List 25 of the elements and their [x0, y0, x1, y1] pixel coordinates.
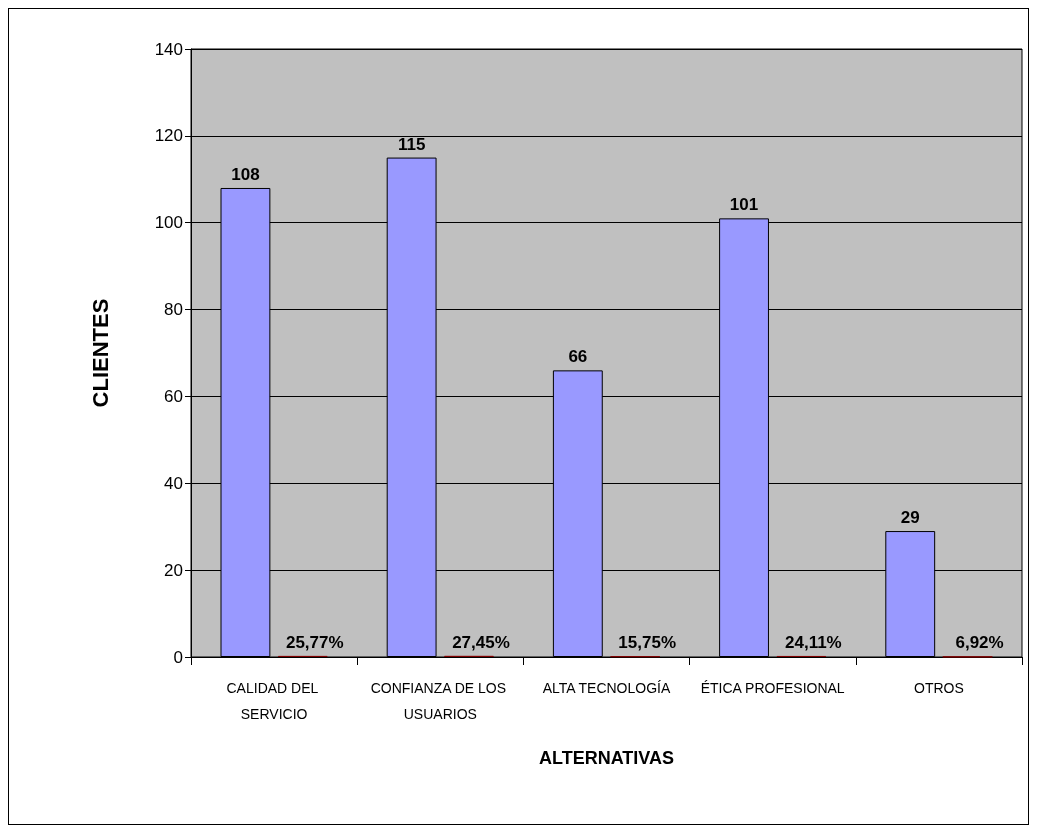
x-tick-label: ÉTICA PROFESIONAL: [700, 680, 845, 696]
data-label: 15,75%: [618, 633, 677, 653]
data-label: 27,45%: [452, 632, 510, 652]
y-tick-label: 20: [164, 560, 183, 580]
x-tick-label: CALIDAD DEL SERVICIO: [226, 680, 322, 722]
x-tick-label: ALTA TECNOLOGÍA: [542, 680, 671, 696]
data-label: 6,92%: [955, 633, 1004, 653]
y-tick-label: 0: [173, 647, 183, 667]
y-tick-label: 60: [164, 386, 183, 406]
y-tick-label: 40: [164, 473, 183, 493]
y-tick-label: 120: [154, 126, 183, 146]
data-label: 115: [397, 134, 426, 154]
x-tick-label: OTROS: [914, 680, 964, 696]
y-tick-label: 140: [154, 39, 183, 59]
x-axis-title: ALTERNATIVAS: [539, 748, 674, 768]
y-axis-title: CLIENTES: [87, 298, 113, 408]
data-label: 101: [729, 195, 759, 215]
x-tick-label: CONFIANZA DE LOS USUARIOS: [370, 680, 510, 722]
data-label: 24,11%: [785, 632, 842, 652]
y-tick-label: 80: [164, 300, 183, 320]
data-label: 25,77%: [285, 632, 344, 652]
y-tick-label: 100: [154, 213, 183, 233]
data-label: 108: [231, 164, 260, 184]
data-label: 66: [568, 347, 588, 367]
data-label: 29: [900, 508, 920, 528]
